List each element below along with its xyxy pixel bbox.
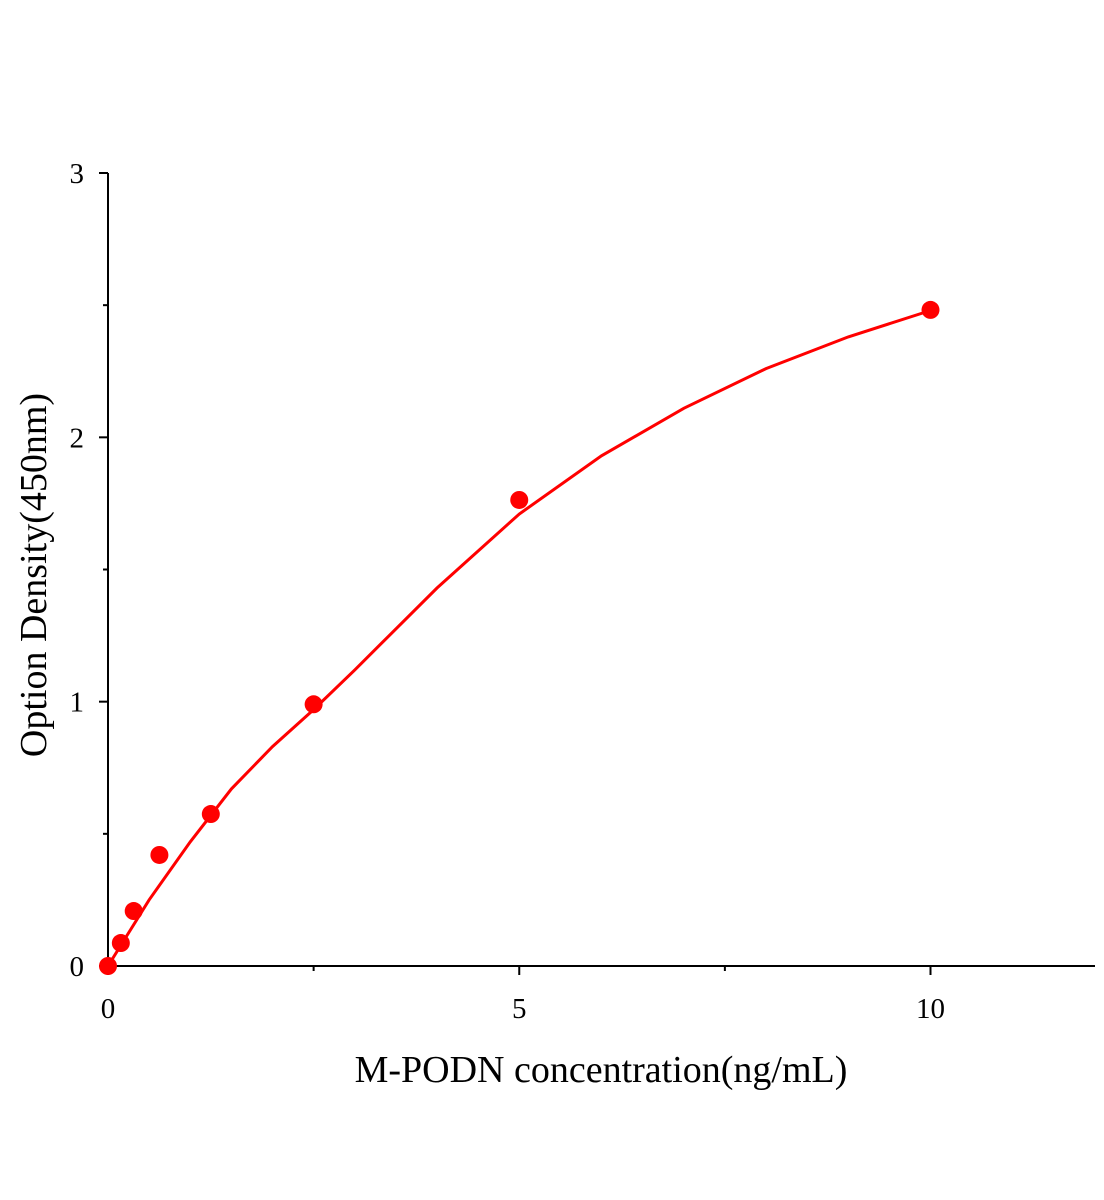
data-point [510, 490, 529, 509]
data-point [304, 695, 323, 714]
data-point [921, 300, 940, 319]
y-tick-label: 2 [70, 422, 85, 454]
fit-curve [106, 309, 931, 967]
x-axis-title: M-PODN concentration(ng/mL) [355, 1049, 848, 1091]
data-point [201, 805, 220, 824]
y-axis-title: Option Density(450nm) [13, 393, 55, 757]
data-point [124, 902, 143, 921]
x-tick-label: 0 [101, 993, 116, 1025]
x-tick-label: 5 [512, 993, 527, 1025]
data-point [111, 934, 130, 953]
y-tick-label: 1 [70, 687, 85, 719]
x-tick-label: 10 [916, 993, 945, 1025]
y-tick-label: 0 [70, 951, 85, 983]
data-point [99, 957, 117, 975]
data-point [150, 845, 169, 864]
y-tick-label: 3 [70, 158, 85, 190]
